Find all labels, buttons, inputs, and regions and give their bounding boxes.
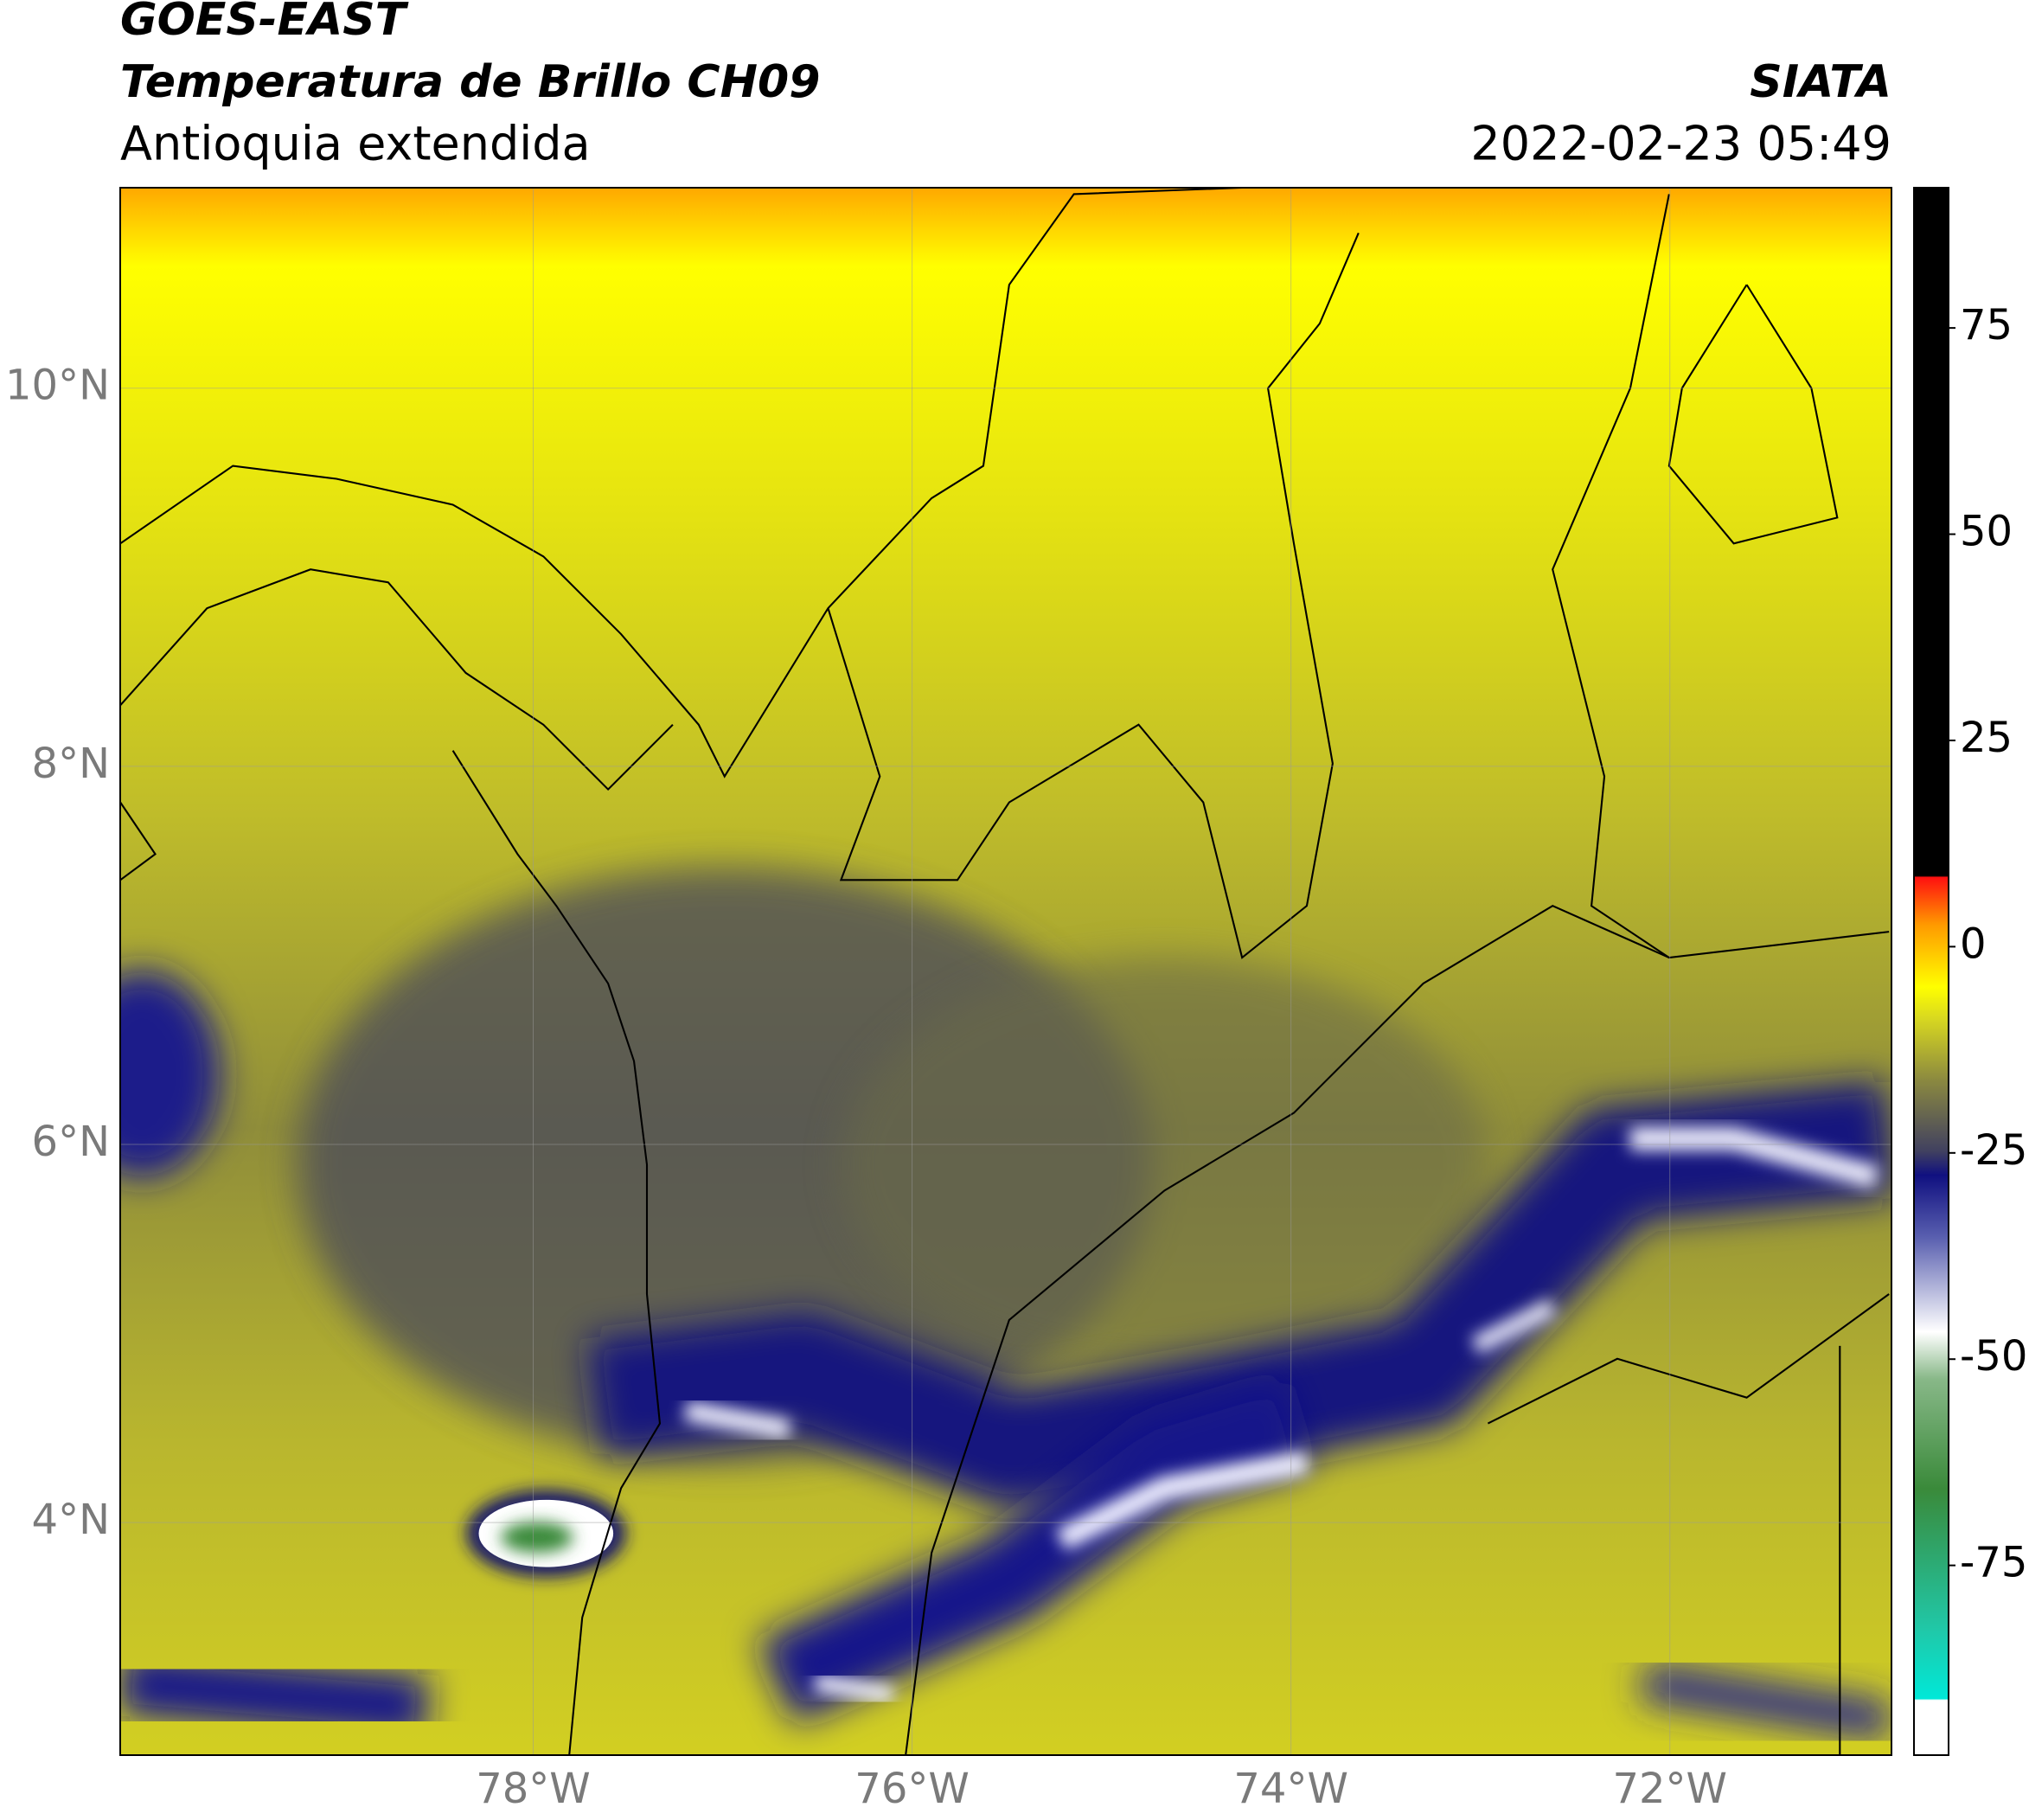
grid [120,188,1891,1755]
x-tick-label: 74°W [1233,1765,1348,1813]
region: Antioquia extendida [120,117,591,171]
colorbar-tick-label: -25 [1960,1126,2027,1175]
y-tick-label: 10°N [5,362,110,410]
map-frame [119,187,1892,1756]
x-tick-label: 76°W [854,1765,970,1813]
y-tick-label: 4°N [32,1496,110,1544]
y-tick-label: 8°N [32,740,110,788]
colorbar-tick-label: 0 [1960,920,1987,968]
colorbar [1913,187,1949,1756]
y-tick-label: 6°N [32,1118,110,1166]
source: SIATA [1750,56,1891,108]
title: GOES-EAST [120,0,409,46]
colorbar-tick-label: 25 [1960,714,2013,762]
map-image [120,188,1891,1755]
header: GOES-EAST Temperatura de Brillo CH09 Ant… [120,0,1891,171]
colorbar-tick-label: -75 [1960,1539,2027,1587]
colorbar-tick-label: -50 [1960,1332,2027,1381]
colorbar-tick-label: 50 [1960,508,2013,556]
datetime: 2022-02-23 05:49 [1470,117,1891,171]
subtitle: Temperatura de Brillo CH09 [120,56,820,108]
colorbar-tick-label: 75 [1960,301,2013,349]
x-tick-label: 78°W [476,1765,591,1813]
x-tick-label: 72°W [1612,1765,1727,1813]
